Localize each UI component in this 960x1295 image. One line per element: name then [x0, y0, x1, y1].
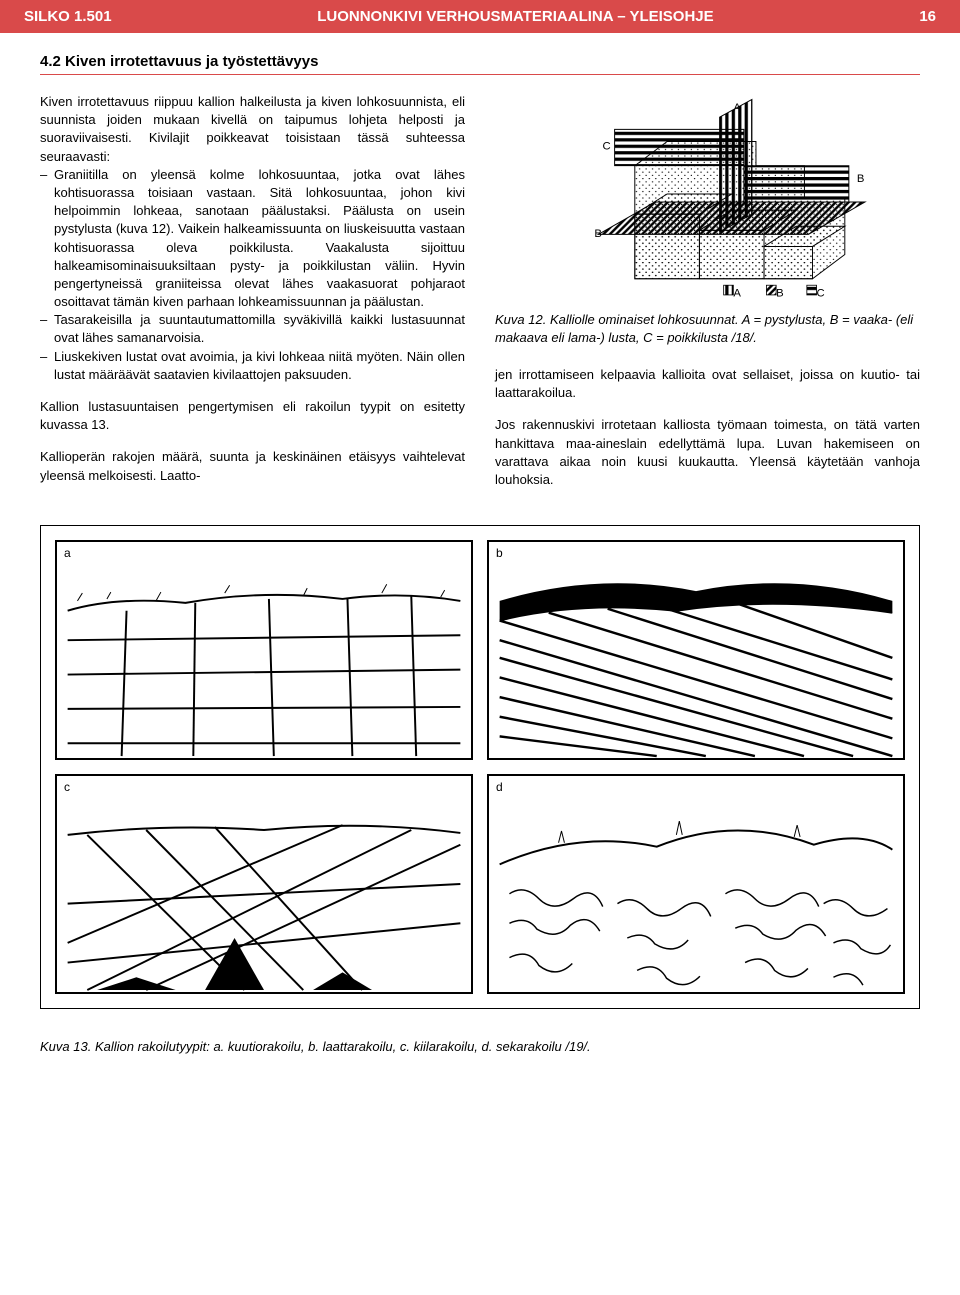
header-left: SILKO 1.501: [24, 8, 112, 25]
fig13-caption-text: Kallion rakoilutyypit: a. kuutiorakoilu,…: [95, 1039, 591, 1054]
fig12-caption-text: Kalliolle ominaiset lohkosuunnat. A = py…: [495, 312, 913, 345]
fig13-caption-label: Kuva 13.: [40, 1039, 91, 1054]
fig13-tag-b: b: [493, 546, 506, 560]
figure-13-cell-d: d: [487, 774, 905, 994]
para-lupa: Jos rakennuskivi irrotetaan kalliosta ty…: [495, 416, 920, 489]
fig12-label-A-top: A: [733, 102, 741, 114]
figure-13-grid: a b: [40, 525, 920, 1009]
fig12-label-B-bottom: B: [776, 288, 784, 300]
two-column-layout: Kiven irrotettavuus riippuu kallion halk…: [40, 93, 920, 503]
intro-paragraph: Kiven irrotettavuus riippuu kallion halk…: [40, 93, 465, 166]
fig12-label-C-bottom: C: [817, 288, 825, 300]
fig13-tag-a: a: [61, 546, 74, 560]
bullet-item-3: Liuskekiven lustat ovat avoimia, ja kivi…: [40, 348, 465, 384]
header-center: LUONNONKIVI VERHOUSMATERIAALINA – YLEISO…: [112, 8, 920, 25]
fig13-tag-c: c: [61, 780, 73, 794]
figure-12-caption: Kuva 12. Kalliolle ominaiset lohkosuunna…: [495, 311, 920, 346]
bullet-item-2: Tasarakeisilla ja suuntautumattomilla sy…: [40, 311, 465, 347]
fig12-label-B-right: B: [857, 173, 865, 185]
figure-12-svg: A B B C A B C: [495, 93, 920, 303]
figure-13-cell-b: b: [487, 540, 905, 760]
figure-13-cell-a: a: [55, 540, 473, 760]
fig13-tag-d: d: [493, 780, 506, 794]
column-left: Kiven irrotettavuus riippuu kallion halk…: [40, 93, 465, 503]
bullet-item-1: Graniitilla on yleensä kolme lohkosuunta…: [40, 166, 465, 312]
figure-12: A B B C A B C: [495, 93, 920, 303]
fig12-label-A-bottom: A: [733, 288, 741, 300]
page-header: SILKO 1.501 LUONNONKIVI VERHOUSMATERIAAL…: [0, 0, 960, 33]
header-page-number: 16: [919, 8, 936, 25]
para-rakojen: Kallioperän rakojen määrä, suunta ja kes…: [40, 448, 465, 484]
fig12-label-B-left: B: [594, 228, 602, 240]
column-right: A B B C A B C: [495, 93, 920, 503]
content-area: 4.2 Kiven irrotettavuus ja työstettävyys…: [0, 33, 960, 1029]
fig12-label-C-left: C: [603, 141, 611, 153]
para-kuva13-ref: Kallion lustasuuntaisen pengertymisen el…: [40, 398, 465, 434]
fig12-caption-label: Kuva 12.: [495, 312, 546, 327]
section-title: 4.2 Kiven irrotettavuus ja työstettävyys: [40, 53, 920, 75]
figure-13-cell-c: c: [55, 774, 473, 994]
para-continuation: jen irrottamiseen kelpaavia kallioita ov…: [495, 366, 920, 402]
figure-13-caption: Kuva 13. Kallion rakoilutyypit: a. kuuti…: [0, 1039, 960, 1074]
bullet-list: Graniitilla on yleensä kolme lohkosuunta…: [40, 166, 465, 384]
